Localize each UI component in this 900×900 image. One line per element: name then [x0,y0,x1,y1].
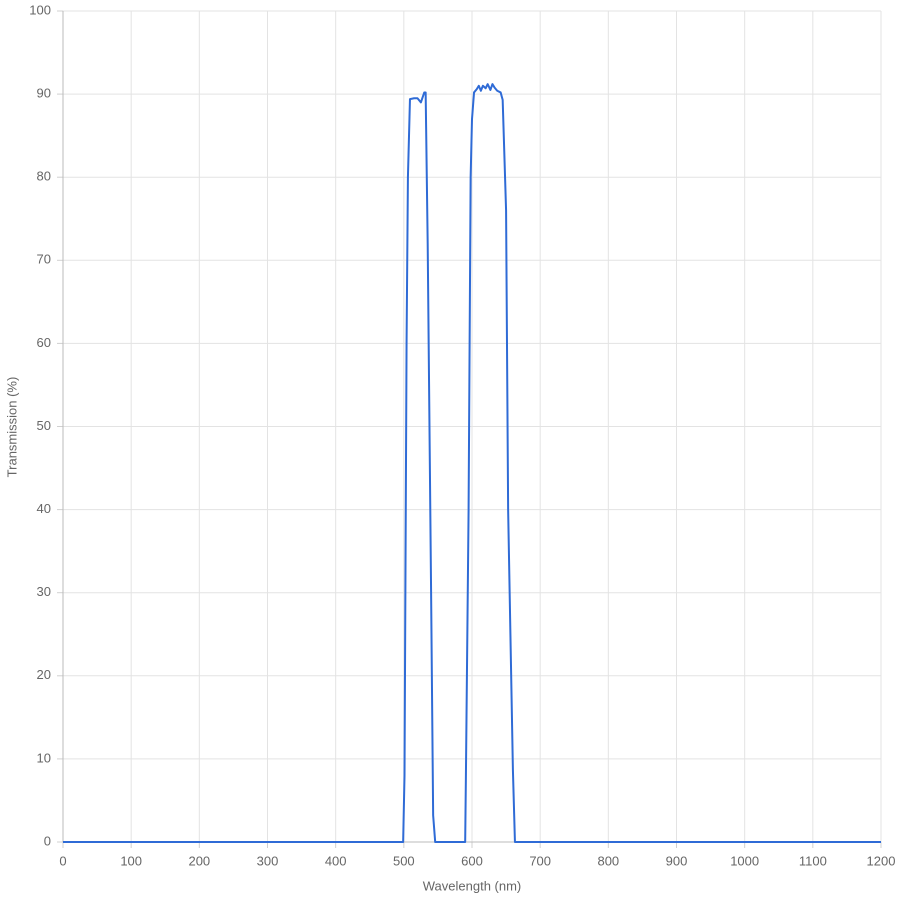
x-tick-label: 0 [59,853,66,868]
x-tick-label: 900 [666,853,688,868]
x-tick-label: 1200 [867,853,896,868]
y-tick-label: 90 [37,86,51,101]
x-axis-label: Wavelength (nm) [423,878,522,893]
y-tick-label: 60 [37,335,51,350]
y-tick-label: 20 [37,667,51,682]
x-tick-label: 800 [597,853,619,868]
x-tick-label: 700 [529,853,551,868]
y-tick-label: 0 [44,833,51,848]
y-tick-label: 30 [37,584,51,599]
x-tick-label: 300 [257,853,279,868]
x-tick-label: 500 [393,853,415,868]
y-tick-label: 50 [37,418,51,433]
x-tick-label: 400 [325,853,347,868]
y-axis-label: Transmission (%) [4,377,19,478]
y-tick-label: 80 [37,169,51,184]
x-tick-label: 100 [120,853,142,868]
y-tick-label: 70 [37,252,51,267]
y-tick-label: 100 [29,2,51,17]
x-tick-label: 200 [188,853,210,868]
y-tick-label: 10 [37,750,51,765]
x-tick-label: 600 [461,853,483,868]
y-tick-label: 40 [37,501,51,516]
data-line [63,83,881,843]
x-tick-label: 1100 [799,853,827,868]
x-tick-label: 1000 [730,853,759,868]
